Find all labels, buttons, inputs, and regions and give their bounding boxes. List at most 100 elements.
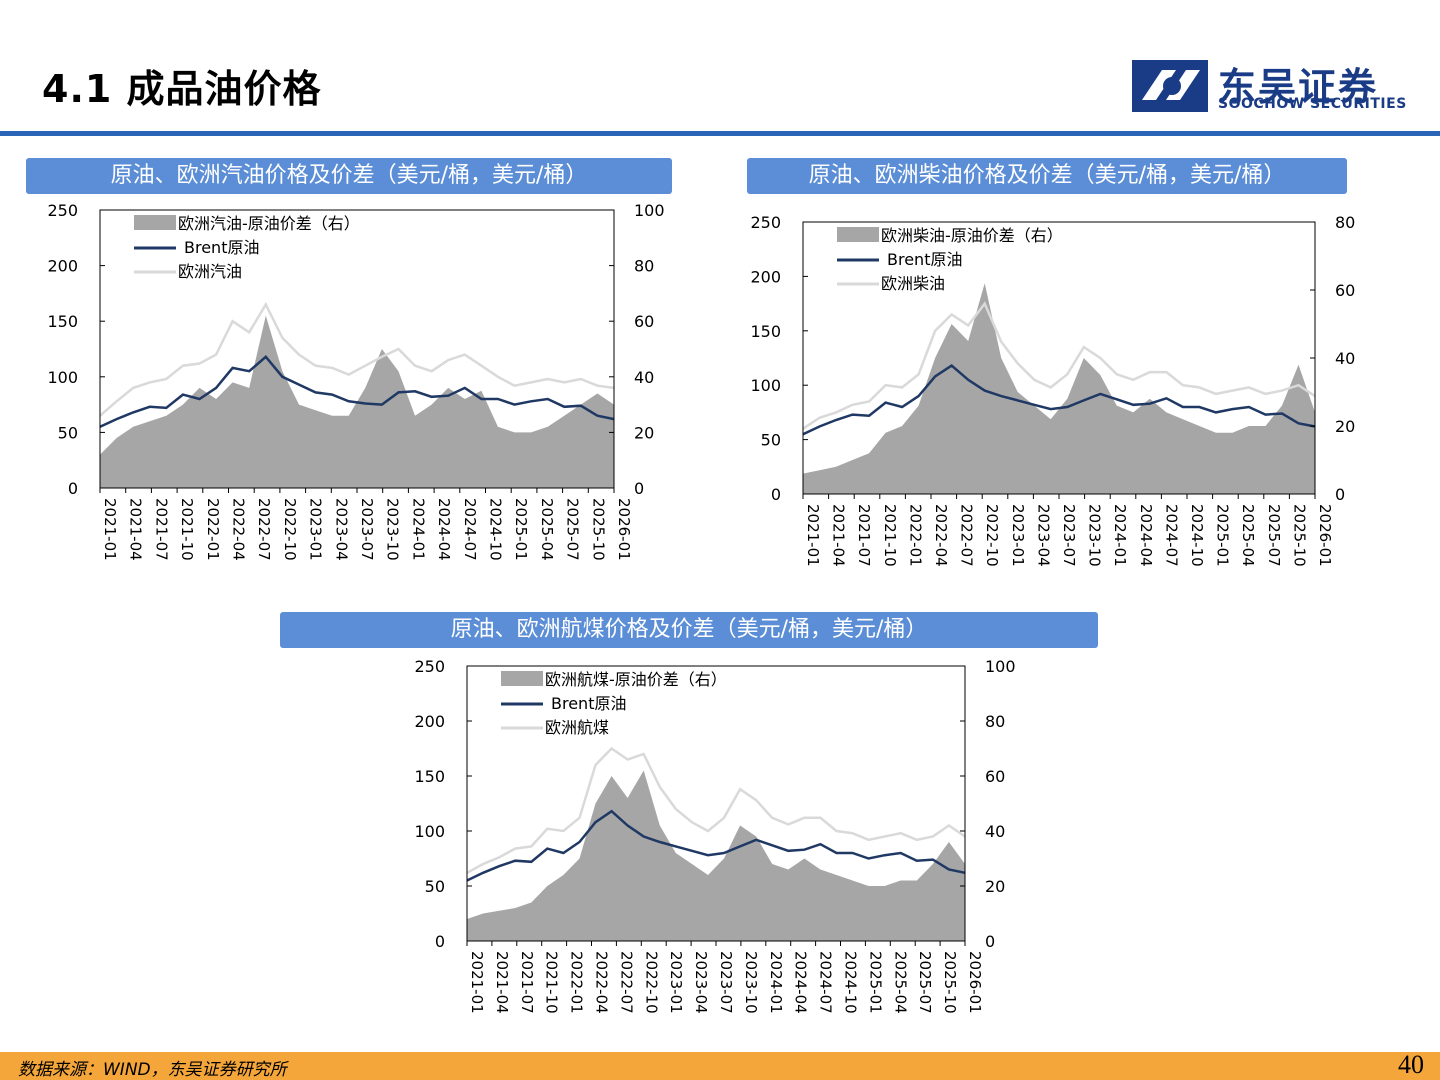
y-left-tick-label: 200	[750, 267, 781, 286]
legend-spread-label: 欧洲汽油-原油价差（右）	[178, 214, 360, 233]
x-tick-label: 2021-10	[178, 498, 196, 561]
x-tick-label: 2024-01	[409, 498, 427, 561]
legend-brent-label: Brent原油	[887, 250, 962, 269]
x-tick-label: 2022-04	[593, 951, 611, 1014]
x-tick-label: 2023-01	[1009, 504, 1027, 567]
x-tick-label: 2021-01	[468, 951, 486, 1014]
x-tick-label: 2023-07	[1060, 504, 1078, 567]
legend-spread-label: 欧洲柴油-原油价差（右）	[881, 226, 1063, 245]
spread-area	[467, 770, 965, 941]
y-left-tick-label: 250	[47, 201, 78, 220]
x-tick-label: 2024-01	[767, 951, 785, 1014]
x-tick-label: 2023-07	[717, 951, 735, 1014]
brent-price-line	[99, 355, 615, 428]
brent-price-line	[466, 809, 966, 882]
y-right-tick-label: 80	[634, 257, 654, 276]
y-left-tick-label: 0	[771, 485, 781, 504]
page-number: 40	[1398, 1050, 1424, 1079]
y-right-tick-label: 60	[985, 767, 1005, 786]
y-left-tick-label: 100	[414, 822, 445, 841]
x-tick-label: 2025-10	[589, 498, 607, 561]
chart-1-title: 原油、欧洲汽油价格及价差（美元/桶，美元/桶）	[26, 158, 672, 194]
x-tick-label: 2026-01	[1316, 504, 1334, 567]
y-right-tick-label: 60	[634, 312, 654, 331]
product-price-line	[466, 746, 966, 874]
x-tick-label: 2022-07	[255, 498, 273, 561]
x-tick-label: 2023-04	[692, 951, 710, 1014]
logo-chinese-name: 东吴证券	[1218, 65, 1379, 109]
y-right-tick-label: 100	[985, 657, 1016, 676]
x-tick-label: 2022-07	[617, 951, 635, 1014]
chart-2-title: 原油、欧洲柴油价格及价差（美元/桶，美元/桶）	[747, 158, 1347, 194]
x-tick-label: 2025-04	[538, 498, 556, 561]
legend-spread-swatch	[501, 671, 543, 686]
legend-spread-swatch	[134, 215, 176, 230]
x-tick-label: 2023-01	[667, 951, 685, 1014]
x-tick-label: 2022-10	[281, 498, 299, 561]
x-tick-label: 2023-04	[332, 498, 350, 561]
y-right-tick-label: 60	[1335, 281, 1355, 300]
x-tick-label: 2022-04	[230, 498, 248, 561]
gasoline-chart: 0 50 100 150 200 250 0 20 40 60 80 100 2021-01 2021-0…	[47, 201, 665, 561]
x-tick-label: 2026-01	[966, 951, 984, 1014]
y-right-tick-label: 20	[1335, 417, 1355, 436]
y-right-tick-label: 100	[634, 201, 665, 220]
x-tick-label: 2026-01	[615, 498, 633, 561]
x-tick-label: 2021-01	[101, 498, 119, 561]
y-left-tick-label: 50	[761, 431, 781, 450]
x-tick-label: 2024-10	[842, 951, 860, 1014]
x-tick-label: 2022-10	[983, 504, 1001, 567]
y-left-tick-label: 250	[750, 213, 781, 232]
y-right-tick-label: 80	[985, 712, 1005, 731]
x-tick-label: 2023-10	[1086, 504, 1104, 567]
x-tick-label: 2024-10	[1188, 504, 1206, 567]
x-tick-label: 2022-07	[958, 504, 976, 567]
y-left-tick-label: 250	[414, 657, 445, 676]
x-tick-label: 2024-04	[1137, 504, 1155, 567]
x-tick-label: 2025-10	[941, 951, 959, 1014]
y-left-tick-label: 150	[414, 767, 445, 786]
x-tick-label: 2021-04	[493, 951, 511, 1014]
y-right-tick-label: 0	[1335, 485, 1345, 504]
x-tick-label: 2021-04	[830, 504, 848, 567]
x-tick-label: 2024-07	[817, 951, 835, 1014]
y-left-tick-label: 100	[47, 368, 78, 387]
footer-bar	[0, 1052, 1440, 1080]
legend-spread-label: 欧洲航煤-原油价差（右）	[545, 670, 727, 689]
y-left-tick-label: 100	[750, 376, 781, 395]
x-tick-label: 2021-07	[152, 498, 170, 561]
x-tick-label: 2025-04	[891, 951, 909, 1014]
y-left-tick-label: 150	[750, 322, 781, 341]
y-right-tick-label: 20	[985, 877, 1005, 896]
x-tick-label: 2025-04	[1239, 504, 1257, 567]
x-tick-label: 2022-10	[642, 951, 660, 1014]
x-tick-label: 2025-07	[564, 498, 582, 561]
legend-brent-label: Brent原油	[184, 238, 259, 257]
x-tick-label: 2022-01	[204, 498, 222, 561]
x-tick-label: 2023-10	[384, 498, 402, 561]
product-price-line	[99, 301, 615, 417]
x-tick-label: 2021-07	[855, 504, 873, 567]
y-right-tick-label: 40	[985, 822, 1005, 841]
x-tick-label: 2024-04	[792, 951, 810, 1014]
y-right-tick-label: 0	[985, 932, 995, 951]
x-tick-label: 2021-04	[127, 498, 145, 561]
diesel-chart: 0 50 100 150 200 250 0 20 40 60 80 2021-01 2021-04 20…	[750, 213, 1355, 567]
x-tick-label: 2025-01	[1214, 504, 1232, 567]
y-left-tick-label: 150	[47, 312, 78, 331]
y-left-tick-label: 0	[435, 932, 445, 951]
x-tick-label: 2024-01	[1111, 504, 1129, 567]
x-tick-label: 2025-07	[1265, 504, 1283, 567]
y-right-tick-label: 40	[634, 368, 654, 387]
page-title: 4.1 成品油价格	[42, 67, 322, 111]
x-tick-label: 2025-01	[866, 951, 884, 1014]
y-left-tick-label: 50	[58, 423, 78, 442]
legend-brent-label: Brent原油	[551, 694, 626, 713]
y-left-tick-label: 200	[47, 257, 78, 276]
x-tick-label: 2021-10	[543, 951, 561, 1014]
data-source-note: 数据来源：WIND，东吴证券研究所	[18, 1060, 287, 1080]
x-tick-label: 2025-07	[916, 951, 934, 1014]
y-right-tick-label: 20	[634, 423, 654, 442]
x-tick-label: 2021-07	[518, 951, 536, 1014]
legend-product-label: 欧洲航煤	[545, 718, 609, 737]
